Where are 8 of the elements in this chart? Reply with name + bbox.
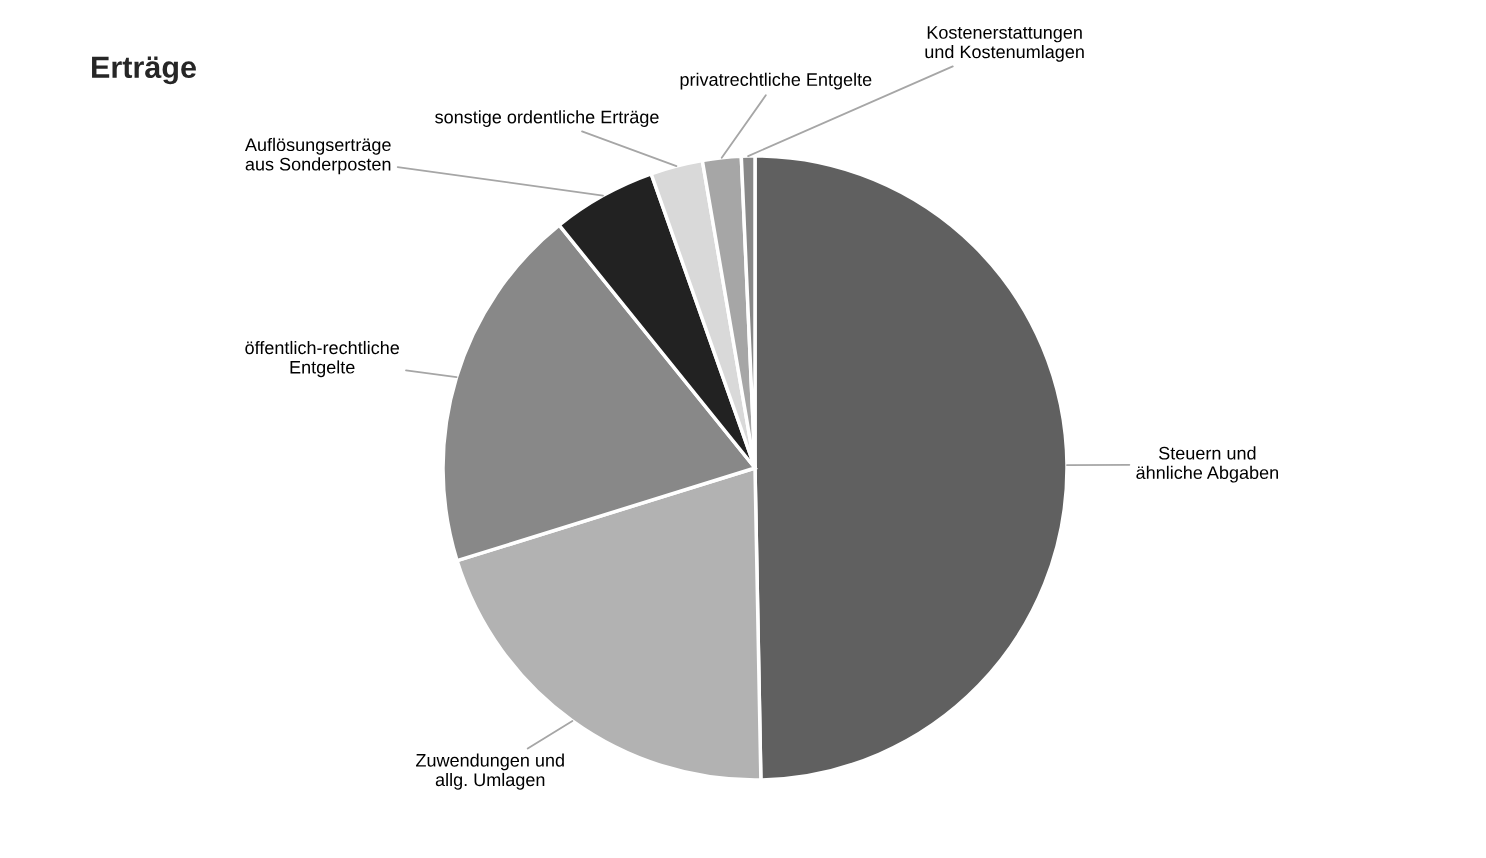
slice-label: Steuern und ähnliche Abgaben [1136, 446, 1278, 483]
slice-label: Zuwendungen und allg. Umlagen [416, 753, 564, 790]
slice-label: öffentlich-rechtliche Entgelte [245, 340, 399, 378]
text: Erträge [92, 56, 196, 85]
slice-label: sonstige ordentliche Erträge [435, 110, 659, 127]
slice-label: Auflösungserträge aus Sonderposten [244, 137, 391, 175]
slice-label: privatrechtliche Entgelte [680, 72, 872, 90]
slice-label: Kostenerstattungen und Kostenumlagen [925, 26, 1084, 62]
